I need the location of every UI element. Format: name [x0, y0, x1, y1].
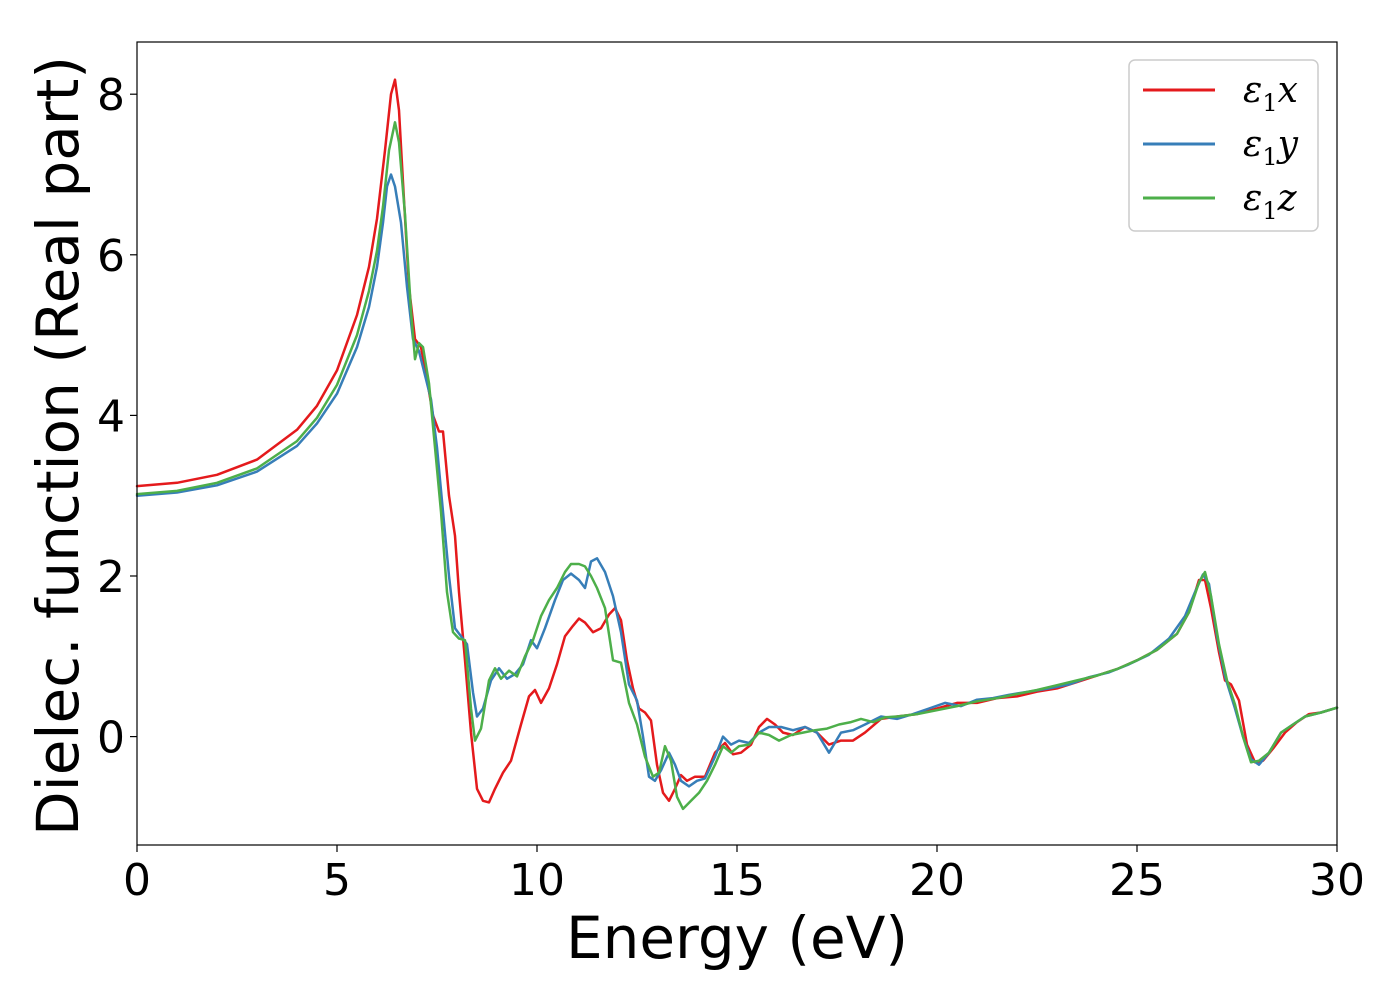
y-axis-label: Dielec. function (Real part) — [24, 56, 92, 836]
x-tick-label: 5 — [323, 855, 351, 906]
y-tick-label: 8 — [97, 70, 125, 121]
x-tick-label: 0 — [123, 855, 151, 906]
x-tick-label: 25 — [1109, 855, 1165, 906]
y-tick-label: 4 — [97, 391, 125, 442]
y-tick-label: 2 — [97, 552, 125, 603]
x-tick-label: 10 — [509, 855, 565, 906]
legend-label: ε1x — [1243, 70, 1298, 117]
x-axis-label: Energy (eV) — [566, 904, 908, 972]
legend-label-base: ε — [1243, 70, 1262, 111]
series-line-z — [135, 121, 1339, 811]
series-layer — [135, 78, 1339, 811]
y-tick-label: 6 — [97, 231, 125, 282]
legend-box — [1128, 59, 1319, 232]
x-axis: 0 5 10 15 20 25 30 — [123, 845, 1365, 906]
x-tick-label: 30 — [1309, 855, 1365, 906]
y-tick-label: 0 — [97, 713, 125, 764]
legend-label-subscript: 1 — [1262, 197, 1277, 225]
x-tick-label: 15 — [709, 855, 765, 906]
legend-label-variable: x — [1278, 70, 1298, 111]
legend-label-subscript: 1 — [1262, 89, 1277, 117]
legend-label-base: ε — [1243, 178, 1262, 219]
y-axis: 0 2 4 6 8 — [97, 70, 137, 764]
legend-label: ε1y — [1243, 124, 1299, 171]
legend-label-variable: z — [1277, 178, 1298, 219]
legend-label-variable: y — [1276, 124, 1299, 165]
x-tick-label: 20 — [909, 855, 965, 906]
legend-label: ε1z — [1243, 178, 1298, 225]
legend-label-subscript: 1 — [1262, 143, 1277, 171]
legend-label-base: ε — [1243, 124, 1262, 165]
